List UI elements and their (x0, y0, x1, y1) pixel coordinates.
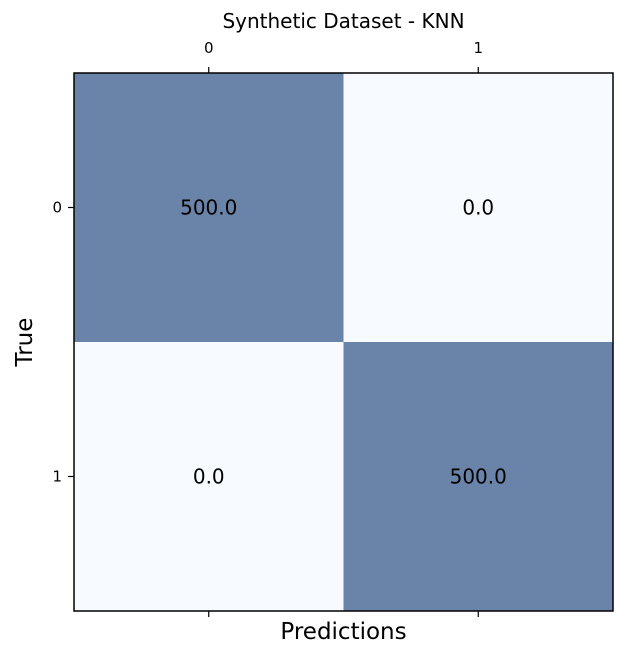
chart-title: Synthetic Dataset - KNN (222, 9, 464, 33)
heatmap-cell-0-1 (343, 73, 614, 343)
heatmap-cells: 500.0 0.0 0.0 500.0 (74, 73, 614, 612)
x-axis-label: Predictions (280, 619, 406, 645)
cell-value-label-0-1: 0.0 (462, 196, 494, 220)
x-tick-label-0: 0 (204, 39, 214, 57)
y-axis-label: True (12, 318, 38, 368)
y-tick-label-0: 0 (52, 199, 62, 217)
cell-value-label-1-1: 500.0 (450, 465, 507, 489)
x-tick-label-1: 1 (473, 39, 483, 57)
heatmap-cell-0-0 (74, 73, 344, 343)
plot-frame (73, 72, 614, 612)
heatmap-cell-1-1 (343, 342, 614, 612)
cell-value-label-0-0: 500.0 (180, 196, 237, 220)
axis-ticks: 0 1 0 1 (52, 39, 483, 617)
heatmap-cell-1-0 (74, 342, 344, 612)
cell-value-label-1-0: 0.0 (193, 465, 225, 489)
y-tick-label-1: 1 (52, 468, 62, 486)
